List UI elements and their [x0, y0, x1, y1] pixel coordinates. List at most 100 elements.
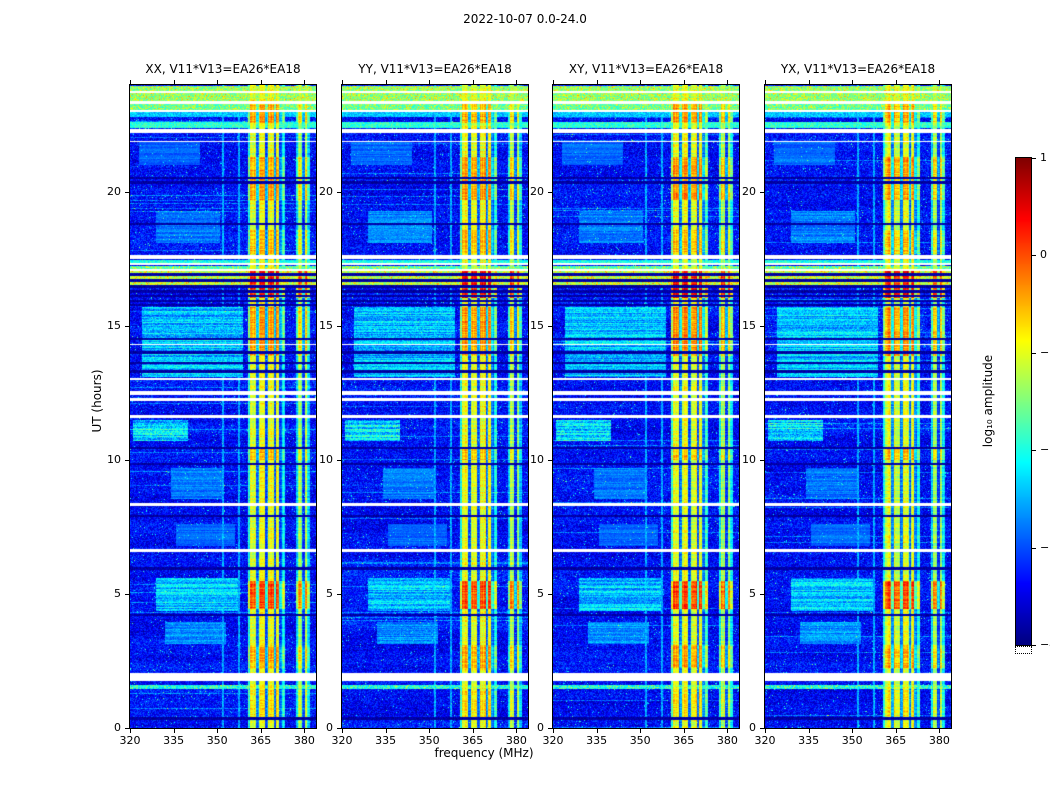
x-tick-label: 350 [841, 734, 863, 747]
x-tick-label: 335 [163, 734, 185, 747]
y-tick-mark [548, 326, 552, 328]
x-tick-mark [217, 729, 219, 733]
colorbar-tick-mark [1032, 352, 1036, 354]
x-tick-label: 380 [505, 734, 527, 747]
x-tick-mark [217, 80, 219, 84]
x-tick-mark [429, 80, 431, 84]
x-tick-mark [895, 80, 897, 84]
x-tick-mark [385, 80, 387, 84]
x-tick-label: 335 [586, 734, 608, 747]
x-tick-label: 320 [119, 734, 141, 747]
y-tick-label: 20 [319, 185, 333, 199]
y-tick-mark [125, 460, 129, 462]
colorbar-tick-label: 0 [1040, 248, 1047, 262]
y-tick-label: 10 [107, 453, 121, 467]
x-tick-mark [939, 80, 941, 84]
spectrogram-canvas-yx [765, 85, 951, 728]
y-tick-label: 20 [107, 185, 121, 199]
x-tick-label: 350 [206, 734, 228, 747]
x-tick-mark [173, 80, 175, 84]
x-tick-label: 365 [885, 734, 907, 747]
x-tick-label: 365 [250, 734, 272, 747]
x-tick-mark [895, 729, 897, 733]
y-tick-label: 15 [107, 319, 121, 333]
y-tick-label: 0 [114, 721, 121, 734]
x-tick-mark [342, 80, 343, 84]
x-tick-label: 350 [418, 734, 440, 747]
y-tick-mark [760, 594, 764, 596]
spectrogram-canvas-xx [130, 85, 316, 728]
y-tick-label: 0 [326, 721, 333, 734]
colorbar-tick-label: −4 [1040, 638, 1050, 651]
y-tick-mark [337, 594, 341, 596]
x-tick-label: 320 [542, 734, 564, 747]
x-tick-mark [516, 80, 518, 84]
y-axis-label: UT (hours) [90, 369, 104, 433]
y-tick-label: 15 [530, 319, 544, 333]
y-tick-mark [125, 192, 129, 194]
x-tick-label: 365 [673, 734, 695, 747]
x-tick-mark [596, 80, 598, 84]
panel-title: YY, V11*V13=EA26*EA18 [358, 62, 512, 76]
y-tick-label: 20 [742, 185, 756, 199]
x-tick-mark [683, 80, 685, 84]
panel-title: YX, V11*V13=EA26*EA18 [780, 62, 936, 76]
y-tick-mark [337, 192, 341, 194]
x-tick-mark [304, 80, 306, 84]
x-tick-mark [304, 729, 306, 733]
x-tick-mark [260, 729, 262, 733]
y-tick-mark [760, 326, 764, 328]
colorbar-tick-mark [1032, 645, 1036, 646]
x-tick-mark [429, 729, 431, 733]
spectrogram-canvas-xy [553, 85, 739, 728]
x-tick-mark [640, 80, 642, 84]
x-tick-label: 335 [798, 734, 820, 747]
y-tick-mark [548, 594, 552, 596]
y-tick-label: 10 [319, 453, 333, 467]
x-tick-label: 335 [375, 734, 397, 747]
x-tick-label: 380 [928, 734, 950, 747]
x-tick-mark [173, 729, 175, 733]
x-tick-mark [852, 80, 854, 84]
colorbar [1015, 157, 1032, 646]
y-tick-label: 15 [742, 319, 756, 333]
x-tick-label: 350 [629, 734, 651, 747]
x-tick-mark [727, 80, 729, 84]
x-tick-mark [683, 729, 685, 733]
y-tick-mark [760, 192, 764, 194]
panel-plot-area [552, 84, 740, 729]
y-tick-label: 5 [537, 587, 544, 601]
x-tick-mark [342, 729, 343, 733]
colorbar-gradient [1016, 158, 1031, 645]
panel-title: XX, V11*V13=EA26*EA18 [145, 62, 301, 76]
y-tick-label: 20 [530, 185, 544, 199]
y-tick-label: 10 [530, 453, 544, 467]
x-tick-mark [472, 80, 474, 84]
y-tick-mark [760, 728, 764, 729]
y-tick-mark [125, 594, 129, 596]
colorbar-tick-mark [1032, 547, 1036, 549]
x-tick-mark [596, 729, 598, 733]
colorbar-tick-mark [1032, 450, 1036, 452]
y-tick-mark [125, 326, 129, 328]
y-tick-label: 15 [319, 319, 333, 333]
x-tick-mark [553, 80, 554, 84]
x-tick-mark [640, 729, 642, 733]
colorbar-tick-label: −1 [1040, 345, 1050, 359]
x-tick-label: 380 [716, 734, 738, 747]
figure-title: 2022-10-07 0.0-24.0 [463, 12, 587, 26]
y-tick-label: 0 [537, 721, 544, 734]
x-tick-mark [852, 729, 854, 733]
y-tick-mark [760, 460, 764, 462]
colorbar-tick-label: −3 [1040, 540, 1050, 554]
y-tick-mark [548, 728, 552, 729]
x-tick-mark [472, 729, 474, 733]
x-tick-mark [385, 729, 387, 733]
x-tick-mark [260, 80, 262, 84]
x-tick-mark [939, 729, 941, 733]
panel-plot-area [341, 84, 529, 729]
y-tick-label: 10 [742, 453, 756, 467]
y-tick-mark [548, 192, 552, 194]
panel-plot-area [129, 84, 317, 729]
